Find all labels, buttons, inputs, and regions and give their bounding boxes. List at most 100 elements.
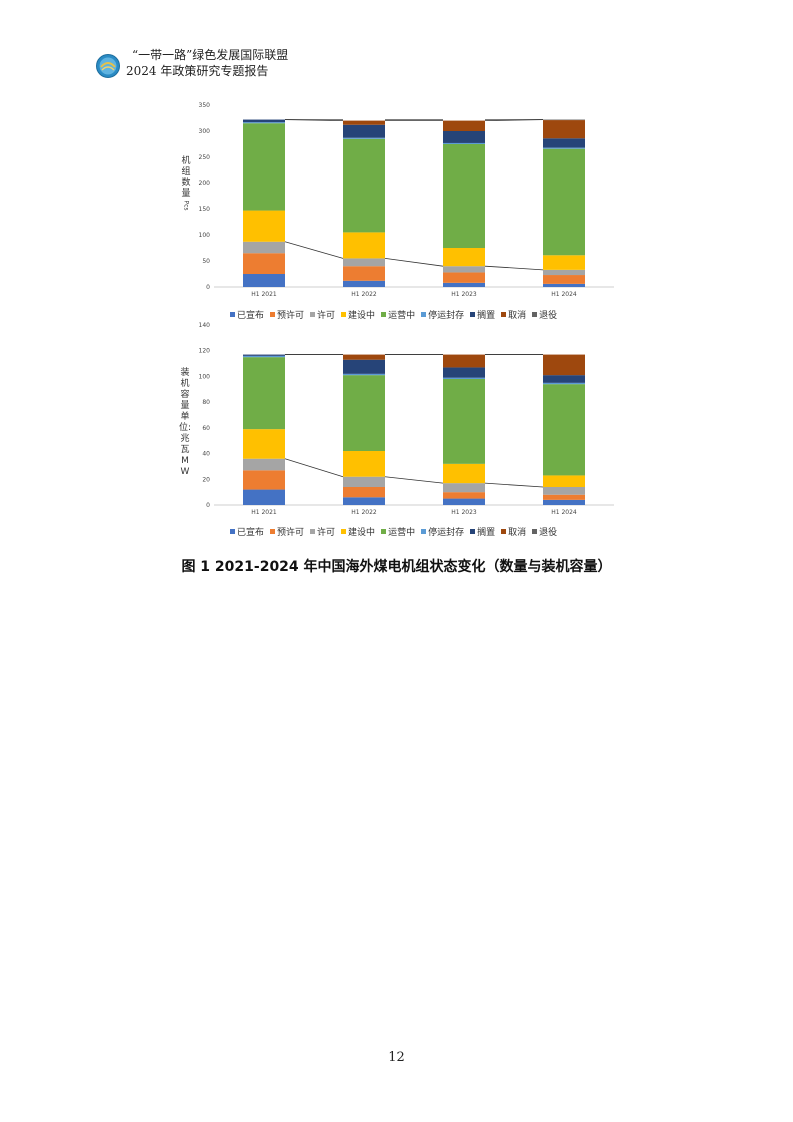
legend-swatch <box>341 312 347 317</box>
y-tick-label: 150 <box>199 206 211 213</box>
header-subtitle: 2024 年政策研究专题报告 <box>126 64 269 78</box>
bar-segment-4 <box>443 144 485 248</box>
bar-segment-7 <box>343 120 385 125</box>
y-tick-label: 40 <box>202 451 210 458</box>
bar-segment-0 <box>543 499 585 505</box>
x-tick-label: H1 2022 <box>351 509 377 516</box>
bar-segment-6 <box>343 124 385 138</box>
legend-swatch <box>341 529 347 534</box>
legend-item: 建设中 <box>341 308 375 321</box>
bar-segment-2 <box>443 483 485 493</box>
bar-segment-5 <box>543 147 585 149</box>
legend-swatch <box>230 312 235 317</box>
y-tick-label: 100 <box>199 373 211 380</box>
bar-segment-2 <box>343 258 385 267</box>
x-tick-label: H1 2021 <box>251 509 277 516</box>
bar-segment-7 <box>343 354 385 360</box>
legend-swatch <box>381 529 387 534</box>
bar-segment-1 <box>243 253 285 274</box>
y-tick-label: 350 <box>199 102 211 109</box>
bar-segment-1 <box>443 272 485 283</box>
legend-label: 停运封存 <box>428 528 465 538</box>
bar-segment-1 <box>543 494 585 500</box>
bar-segment-3 <box>443 248 485 267</box>
legend-swatch <box>421 312 427 317</box>
legend-item: 退役 <box>532 525 557 538</box>
capacity-y-axis-label: 装机容量单位:兆瓦MW <box>179 368 192 477</box>
legend-item: 许可 <box>310 525 335 538</box>
legend-item: 建设中 <box>341 525 375 538</box>
chart-capacity: 0 20 40 60 80 100 120 140 H1 2021 H1 2022 H1 2023 H… <box>0 0 793 540</box>
header-title: “一带一路”绿色发展国际联盟 <box>132 48 289 62</box>
y-tick-label: 120 <box>199 348 211 355</box>
lower-connector-line <box>284 458 344 478</box>
x-tick-label: H1 2022 <box>351 291 377 298</box>
legend-swatch <box>501 312 507 317</box>
y-tick-label: 60 <box>202 425 210 432</box>
bar-segment-3 <box>443 463 485 484</box>
bar-segment-6 <box>543 375 585 383</box>
bar-segment-6 <box>543 138 585 148</box>
y-tick-label: 140 <box>199 322 211 329</box>
bar-segment-6 <box>243 354 285 356</box>
bar-segment-0 <box>343 280 385 287</box>
unit-count-chart-svg: 0 50 100 150 200 250 300 350 H1 2021 H1 2022 H1 20… <box>199 102 614 298</box>
bar-segment-1 <box>343 266 385 281</box>
legend-item: 退役 <box>532 308 557 321</box>
legend-label: 停运封存 <box>428 311 465 321</box>
legend-item: 搁置 <box>470 308 495 321</box>
bar-segment-1 <box>543 275 585 284</box>
legend-swatch <box>470 312 476 317</box>
bar-segment-1 <box>343 487 385 498</box>
legend-swatch <box>270 312 276 317</box>
legend-label: 已宣布 <box>237 311 265 321</box>
legend-label: 取消 <box>508 528 527 538</box>
bar-segment-6 <box>443 131 485 143</box>
y-tick-label: 0 <box>206 502 210 509</box>
capacity-legend: 已宣布 预许可 许可 建设中 运营中 停运封存 搁置 取消 退役 <box>230 525 563 538</box>
bar-segment-5 <box>243 355 285 358</box>
legend-swatch <box>270 529 276 534</box>
legend-label: 许可 <box>317 311 336 321</box>
y-tick-label: 250 <box>199 154 211 161</box>
legend-label: 运营中 <box>388 528 416 538</box>
bar-segment-4 <box>443 379 485 464</box>
legend-swatch <box>230 529 235 534</box>
bar-segment-7 <box>543 354 585 376</box>
bar-segment-4 <box>343 138 385 233</box>
bar-segment-0 <box>243 489 285 505</box>
bar-segment-4 <box>543 384 585 476</box>
x-tick-label: H1 2024 <box>551 291 577 298</box>
y-tick-label: 0 <box>206 284 210 291</box>
bar-segment-3 <box>343 232 385 259</box>
legend-swatch <box>501 529 507 534</box>
legend-label: 取消 <box>508 311 527 321</box>
legend-label: 运营中 <box>388 311 416 321</box>
y-tick-label: 20 <box>202 476 210 483</box>
bar-segment-7 <box>443 354 485 368</box>
bar-segment-3 <box>243 210 285 242</box>
bar-segment-3 <box>243 429 285 459</box>
bar-segment-2 <box>443 266 485 273</box>
legend-swatch <box>421 529 427 534</box>
legend-swatch <box>470 529 476 534</box>
bar-segment-5 <box>443 377 485 379</box>
legend-item: 运营中 <box>381 308 415 321</box>
lower-connector-line <box>484 265 544 271</box>
bar-segment-5 <box>243 122 285 124</box>
legend-label: 搁置 <box>477 311 496 321</box>
bar-segment-4 <box>343 375 385 451</box>
x-tick-label: H1 2023 <box>451 509 477 516</box>
legend-item: 已宣布 <box>230 308 264 321</box>
x-tick-label: H1 2021 <box>251 291 277 298</box>
bar-segment-3 <box>543 475 585 487</box>
bar-segment-4 <box>543 148 585 256</box>
legend-swatch <box>310 529 316 534</box>
bar-segment-0 <box>543 283 585 287</box>
bar-segment-0 <box>243 274 285 287</box>
bar-segment-7 <box>543 120 585 139</box>
legend-item: 停运封存 <box>421 308 464 321</box>
y-tick-label: 50 <box>202 258 210 265</box>
bar-segment-2 <box>343 476 385 487</box>
page-number: 12 <box>388 1050 405 1065</box>
